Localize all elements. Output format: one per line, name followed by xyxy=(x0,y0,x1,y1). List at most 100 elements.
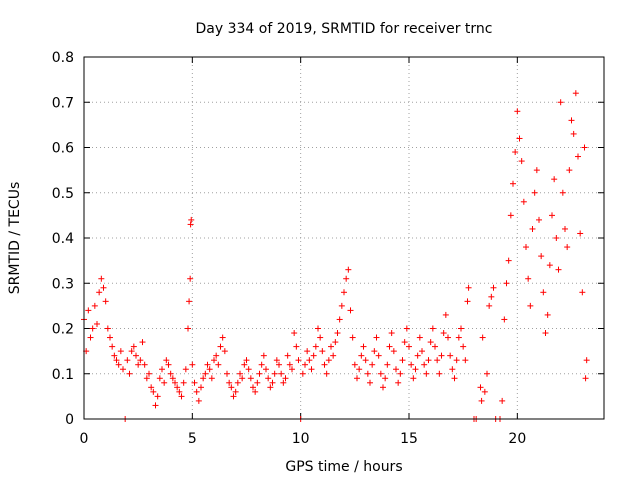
data-point xyxy=(148,384,155,391)
data-point xyxy=(217,343,224,350)
data-point xyxy=(490,284,497,291)
data-point xyxy=(169,375,176,382)
data-point xyxy=(198,384,204,391)
data-point xyxy=(241,361,248,368)
data-point xyxy=(559,189,566,196)
data-point xyxy=(460,343,467,350)
data-point xyxy=(186,298,193,305)
data-point xyxy=(546,262,553,269)
data-point xyxy=(263,366,269,373)
data-point xyxy=(531,189,538,196)
data-point xyxy=(458,325,464,332)
data-point xyxy=(529,225,536,232)
y-tick-label: 0.8 xyxy=(52,50,74,66)
data-point xyxy=(163,357,170,364)
data-point xyxy=(371,348,378,355)
data-point xyxy=(306,357,313,364)
data-point xyxy=(551,176,558,183)
data-point xyxy=(100,284,107,291)
data-point xyxy=(254,379,261,386)
data-point xyxy=(386,343,393,350)
y-tick-label: 0.6 xyxy=(52,141,74,157)
data-point xyxy=(289,366,295,373)
data-point xyxy=(445,334,451,341)
data-point xyxy=(188,216,195,223)
data-point xyxy=(429,325,436,332)
data-point xyxy=(312,343,319,350)
data-point xyxy=(239,375,246,382)
data-point xyxy=(215,361,222,368)
y-axis-label: SRMTID / TECUs xyxy=(7,182,23,295)
data-point xyxy=(440,330,447,337)
data-point xyxy=(282,375,289,382)
data-point xyxy=(449,366,456,373)
data-point xyxy=(568,117,575,124)
data-point xyxy=(185,325,191,332)
data-point xyxy=(377,370,384,377)
data-point xyxy=(382,375,389,382)
data-point xyxy=(338,302,345,309)
data-point xyxy=(486,302,493,309)
data-point xyxy=(304,348,311,355)
data-point xyxy=(514,108,521,115)
y-tick-label: 0 xyxy=(65,412,74,428)
data-point xyxy=(503,280,510,287)
data-point xyxy=(549,212,555,219)
data-point xyxy=(518,158,525,165)
data-point xyxy=(582,375,589,382)
data-point xyxy=(527,302,534,309)
x-tick-label: 20 xyxy=(508,431,526,447)
data-point xyxy=(286,361,293,368)
data-point xyxy=(104,325,111,332)
data-point xyxy=(393,366,399,373)
data-point xyxy=(341,289,347,296)
data-point xyxy=(213,352,220,359)
data-point xyxy=(191,379,198,386)
data-point xyxy=(384,361,391,368)
data-point xyxy=(256,370,263,377)
data-point xyxy=(538,253,545,260)
data-point xyxy=(362,357,369,364)
data-point xyxy=(516,135,523,142)
data-point xyxy=(111,352,118,359)
data-point xyxy=(176,388,183,395)
data-point xyxy=(258,361,265,368)
data-point xyxy=(373,334,380,341)
data-point xyxy=(98,275,105,282)
data-point xyxy=(510,180,516,187)
data-point xyxy=(572,90,579,97)
data-point xyxy=(137,357,144,364)
data-point xyxy=(334,330,341,337)
chart-title: Day 334 of 2019, SRMTID for receiver trn… xyxy=(196,21,493,37)
data-point xyxy=(271,370,278,377)
data-point xyxy=(278,370,285,377)
data-point xyxy=(408,361,415,368)
data-point xyxy=(211,357,217,364)
data-point xyxy=(358,352,365,359)
data-point xyxy=(150,388,157,395)
data-point xyxy=(390,348,397,355)
data-point xyxy=(243,357,250,364)
data-point xyxy=(345,266,352,273)
data-point xyxy=(347,307,354,314)
data-point xyxy=(94,320,100,327)
data-point xyxy=(555,266,562,273)
data-point xyxy=(167,370,174,377)
data-point xyxy=(228,384,235,391)
data-point xyxy=(523,244,529,251)
data-point xyxy=(410,375,417,382)
data-point xyxy=(544,311,551,318)
data-point xyxy=(219,334,226,341)
data-point xyxy=(451,375,458,382)
data-point xyxy=(317,334,324,341)
data-point xyxy=(423,370,430,377)
data-point xyxy=(328,343,334,350)
data-point xyxy=(89,325,96,332)
data-point xyxy=(447,352,454,359)
data-point xyxy=(172,379,178,386)
data-point xyxy=(174,384,181,391)
data-point xyxy=(208,375,215,382)
data-point xyxy=(349,334,356,341)
